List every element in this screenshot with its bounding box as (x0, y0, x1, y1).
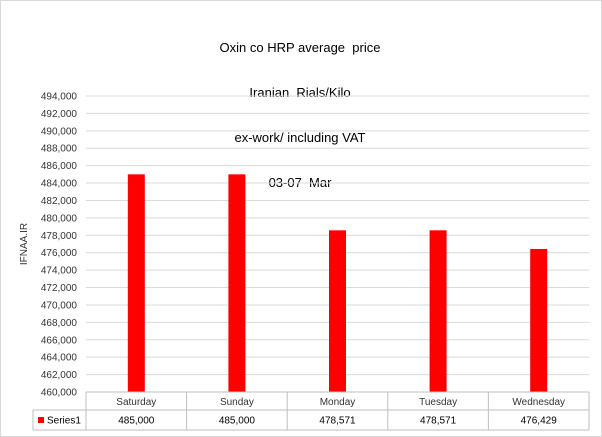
y-tick-label: 466,000 (41, 335, 78, 346)
y-tick-label: 460,000 (41, 388, 78, 399)
chart-title-line-3: ex-work/ including VAT (234, 130, 366, 145)
data-table-value: 478,571 (420, 416, 457, 427)
y-tick-label: 462,000 (41, 370, 78, 381)
legend-key (38, 417, 44, 423)
data-table-value: 478,571 (319, 416, 356, 427)
bar-tuesday (429, 230, 447, 392)
data-table-value: 485,000 (118, 416, 155, 427)
y-tick-label: 474,000 (41, 266, 78, 277)
y-tick-label: 480,000 (41, 213, 78, 224)
y-tick-label: 468,000 (41, 318, 78, 329)
data-table-value: 485,000 (219, 416, 256, 427)
y-tick-label: 488,000 (41, 144, 78, 155)
category-label: Wednesday (512, 397, 565, 408)
category-label: Sunday (220, 397, 254, 408)
chart-title-line-4: 03-07 Mar (268, 175, 332, 190)
bar-saturday (127, 174, 145, 392)
y-tick-label: 464,000 (41, 353, 78, 364)
category-label: Tuesday (419, 397, 457, 408)
bar-wednesday (530, 248, 548, 392)
bar-monday (329, 230, 346, 392)
y-tick-label: 484,000 (41, 179, 78, 190)
data-table-value: 476,429 (521, 416, 558, 427)
y-tick-label: 494,000 (41, 92, 78, 103)
y-axis-label: IFNAA.IR (19, 223, 30, 265)
y-tick-label: 486,000 (41, 161, 78, 172)
legend-series-name: Series1 (47, 416, 81, 427)
y-tick-label: 490,000 (41, 126, 78, 137)
y-tick-label: 472,000 (41, 283, 78, 294)
y-tick-label: 482,000 (41, 196, 78, 207)
y-tick-label: 492,000 (41, 109, 78, 120)
y-tick-label: 470,000 (41, 300, 78, 311)
category-label: Saturday (116, 397, 156, 408)
category-label: Monday (320, 397, 356, 408)
chart-title-line-1: Oxin co HRP average price (219, 40, 381, 55)
bar-sunday (228, 174, 246, 392)
y-tick-label: 478,000 (41, 231, 78, 242)
y-tick-label: 476,000 (41, 248, 78, 259)
